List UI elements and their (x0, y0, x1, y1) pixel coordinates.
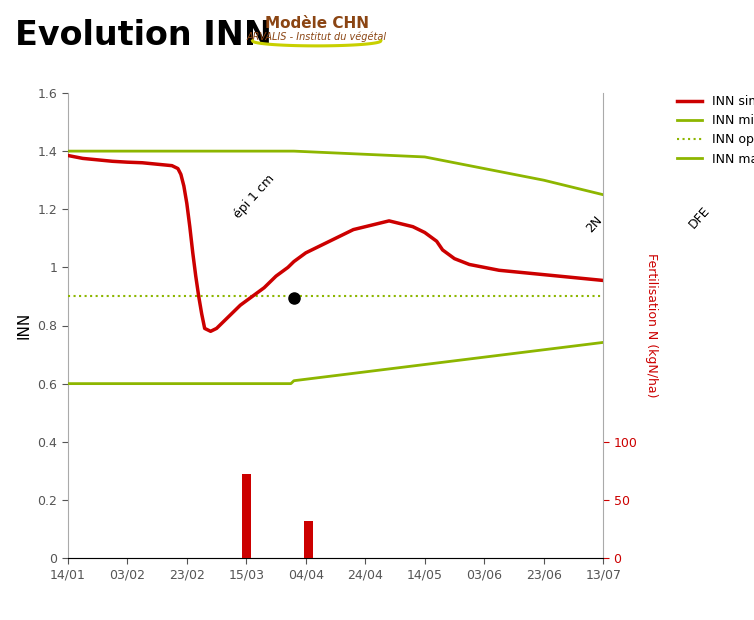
Y-axis label: Fertilisation N (kgN/ha): Fertilisation N (kgN/ha) (645, 253, 658, 398)
Bar (242, 474, 251, 558)
Legend: INN simulé, INN min, INN opt, INN max: INN simulé, INN min, INN opt, INN max (672, 90, 754, 170)
Text: Evolution INN: Evolution INN (15, 19, 272, 51)
Text: Modèle CHN: Modèle CHN (265, 16, 369, 30)
Text: ARVALIS - Institut du végétal: ARVALIS - Institut du végétal (247, 31, 387, 42)
Bar (305, 521, 313, 558)
Text: 2N: 2N (584, 213, 605, 235)
Text: épi 1 cm: épi 1 cm (231, 172, 277, 221)
Y-axis label: INN: INN (17, 312, 32, 339)
Text: DFE: DFE (686, 204, 713, 231)
